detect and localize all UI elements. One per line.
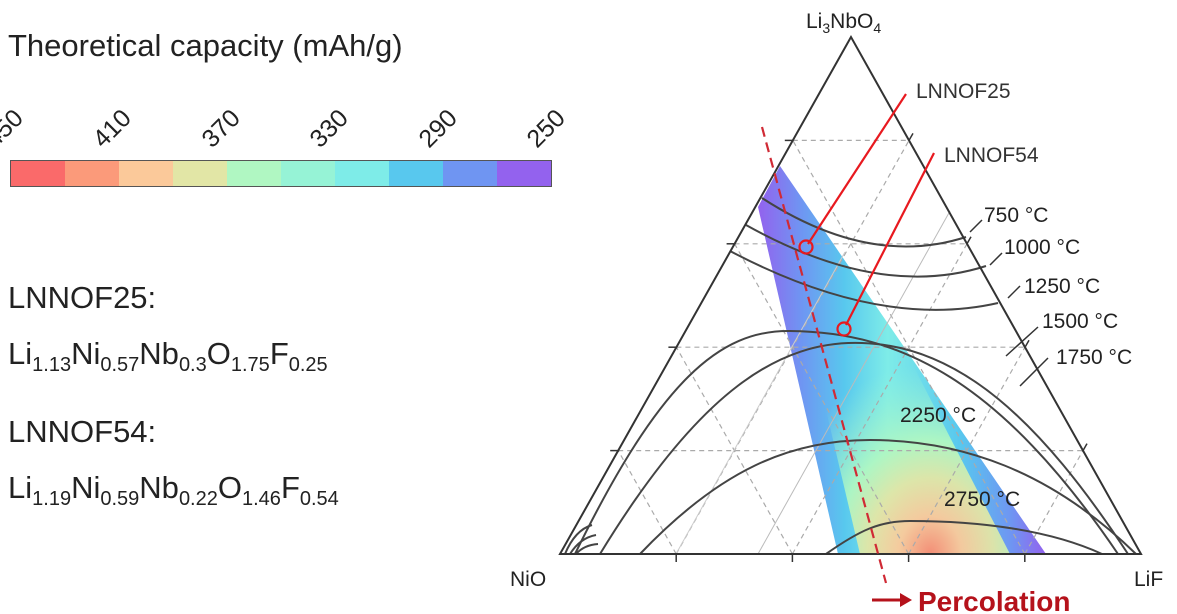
element-symbol: Nb (139, 336, 179, 371)
element-symbol: Li (8, 336, 33, 371)
isotherm-label: 1000 °C (1004, 236, 1080, 259)
lnnof54-marker (836, 321, 852, 337)
colorbar-segment (443, 161, 497, 186)
ternary-triangle (558, 34, 1143, 555)
isotherm-label: 2750 °C (944, 488, 1020, 511)
colorbar-segment (335, 161, 389, 186)
point-lnnof54 (836, 152, 935, 337)
colorbar-segment (11, 161, 65, 186)
point-lnnof25 (798, 93, 907, 255)
colorbar-segment (65, 161, 119, 186)
vertex-label-left: NiO (510, 568, 546, 591)
lnnof54-name: LNNOF54: (8, 414, 157, 449)
stoichiometry: 1.19 (32, 488, 72, 510)
guide-line (757, 210, 951, 555)
isotherm-label: 1500 °C (1042, 310, 1118, 333)
colorbar-title: Theoretical capacity (mAh/g) (8, 28, 403, 63)
lnnof25-name: LNNOF25: (8, 280, 157, 315)
isotherm-label: 1750 °C (1056, 346, 1132, 369)
stoichiometry: 0.25 (288, 354, 328, 376)
isotherm-label: 1250 °C (1024, 275, 1100, 298)
element-symbol: O (217, 470, 242, 505)
axis-ticks (610, 133, 1088, 562)
element-symbol: F (280, 470, 300, 505)
percolation-arrow (872, 593, 912, 607)
stoichiometry: 0.57 (100, 354, 140, 376)
stoichiometry: 1.13 (32, 354, 72, 376)
element-symbol: Ni (71, 336, 101, 371)
tick-mark (1082, 443, 1088, 451)
guide-line (675, 251, 846, 555)
element-symbol: F (269, 336, 289, 371)
vertex-label-top: Li3NbO4 (806, 10, 881, 36)
isotherm-leaders (969, 219, 1049, 387)
isotherm-label: 2250 °C (900, 404, 976, 427)
tick-mark (908, 133, 914, 141)
lnnof25-label: LNNOF25 (916, 80, 1011, 103)
grid-line (1024, 450, 1084, 555)
lnnof25-marker (798, 239, 814, 255)
stoichiometry: 0.54 (299, 488, 339, 510)
stoichiometry: 1.46 (242, 488, 281, 510)
element-symbol: Nb (139, 470, 179, 505)
stoichiometry: 0.3 (178, 354, 207, 376)
colorbar-segment (227, 161, 281, 186)
isotherm-curves (564, 197, 1137, 555)
stoichiometry: 1.75 (230, 354, 270, 376)
grid-line (617, 450, 677, 555)
element-symbol: Ni (71, 470, 101, 505)
vertex-label-right: LiF (1134, 568, 1163, 591)
tick-mark (966, 236, 972, 245)
element-symbol: O (206, 336, 231, 371)
colorbar-segment (497, 161, 551, 186)
colorbar-segment (173, 161, 227, 186)
stoichiometry: 0.22 (178, 488, 218, 510)
arrow-right-icon (900, 593, 912, 607)
percolation-line (760, 126, 888, 584)
isotherm-labels: 750 °C 1000 °C 1250 °C 1500 °C 1750 °C 2… (900, 204, 1132, 511)
lnnof54-formula: Li1.19Ni0.59Nb0.22O1.46F0.54 (8, 470, 339, 509)
element-symbol: Li (8, 470, 33, 505)
grid-line (908, 346, 1026, 555)
colorbar-segment (119, 161, 173, 186)
lnnof25-formula: Li1.13Ni0.57Nb0.3O1.75F0.25 (8, 336, 328, 375)
tick-mark (1024, 339, 1030, 348)
stoichiometry: 0.59 (100, 488, 140, 510)
isotherm-label: 750 °C (984, 204, 1048, 227)
percolation-label: Percolation (918, 586, 1070, 614)
colorbar-segment (389, 161, 443, 186)
colorbar-segment (281, 161, 335, 186)
lnnof54-label: LNNOF54 (944, 144, 1039, 167)
colorbar (10, 160, 552, 187)
